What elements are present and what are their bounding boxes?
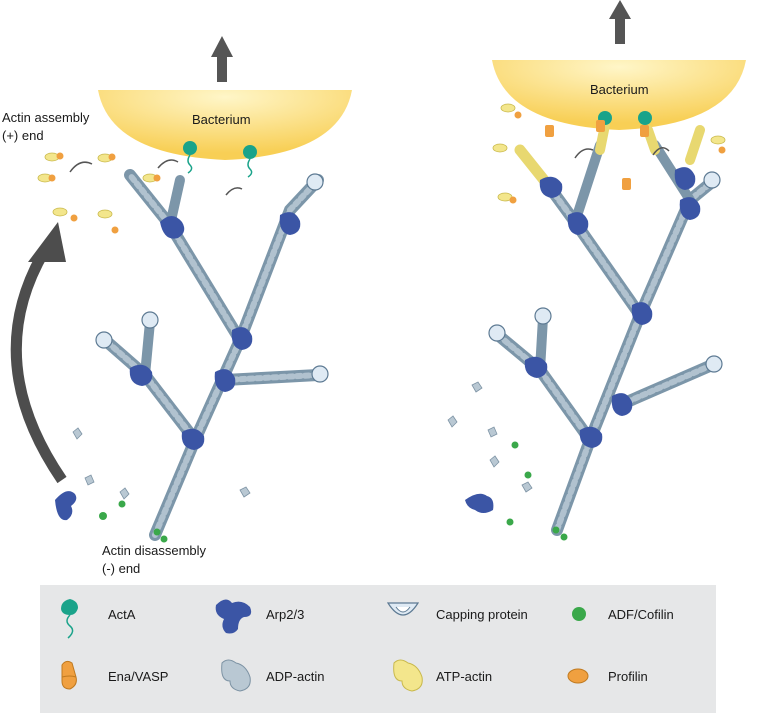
capping-proteins-right: [488, 171, 723, 373]
legend: ActA Arp2/3 Capping protein ADF/Cofilin …: [40, 585, 716, 713]
cofilin-icon: [572, 607, 586, 621]
profilin-icon: [567, 668, 589, 684]
acta-icon: [61, 599, 78, 639]
cofilin-left: [99, 500, 168, 543]
legend-label-arp23: Arp2/3: [266, 607, 305, 622]
legend-label-acta: ActA: [108, 607, 136, 622]
capping-proteins-left: [95, 173, 329, 383]
bacterium-label-left: Bacterium: [192, 112, 251, 127]
legend-label-capping: Capping protein: [436, 607, 528, 622]
panel-right: [447, 0, 746, 541]
arp23-complexes-left: [55, 212, 301, 521]
acta-left: [183, 141, 257, 178]
movement-arrow-left: [211, 36, 233, 82]
small-arrows-right: [574, 147, 670, 159]
atp-actin-icon: [393, 659, 423, 692]
arp23-icon: [215, 599, 252, 634]
assembly-label-line1: Actin assembly: [2, 110, 90, 125]
ena-vasp-icon: [61, 660, 77, 690]
panel-left: [10, 36, 352, 543]
free-adp-actin-left: [72, 427, 251, 500]
bacterium-left: [98, 90, 352, 160]
movement-arrow-right: [609, 0, 631, 44]
free-adp-actin-right: [447, 381, 533, 493]
free-atp-actin-right: [492, 103, 726, 204]
legend-label-profilin: Profilin: [608, 669, 648, 684]
legend-label-ena-vasp: Ena/VASP: [108, 669, 169, 684]
capping-protein-icon: [386, 602, 420, 616]
assembly-label-line2: (+) end: [2, 128, 44, 143]
free-arp23-right: [465, 493, 494, 513]
legend-label-adp-actin: ADP-actin: [266, 669, 325, 684]
ena-vasp-right: [545, 120, 649, 190]
small-arrows-left: [69, 159, 243, 196]
cofilin-right: [506, 441, 568, 541]
adp-actin-icon: [221, 659, 251, 692]
legend-label-atp-actin: ATP-actin: [436, 669, 493, 684]
disassembly-label-line1: Actin disassembly: [102, 543, 207, 558]
bacterium-label-right: Bacterium: [590, 82, 649, 97]
arp23-complexes-right: [465, 167, 701, 513]
free-atp-actin-left: [37, 152, 161, 234]
recycling-arrow: [10, 222, 67, 484]
disassembly-label-line2: (-) end: [102, 561, 141, 576]
bacterium-right: [492, 60, 746, 130]
legend-label-cofilin: ADF/Cofilin: [608, 607, 674, 622]
free-arp23-left: [55, 491, 77, 521]
